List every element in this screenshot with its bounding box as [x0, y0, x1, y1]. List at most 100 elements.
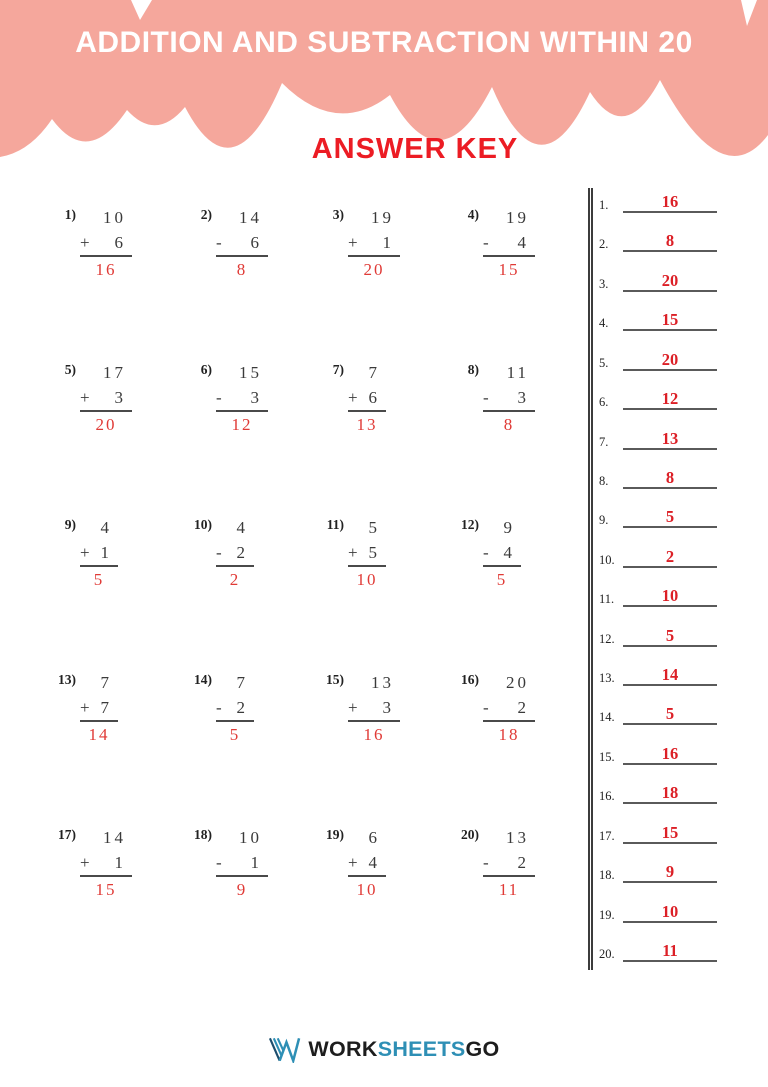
problem-work: 7 + 7 14 [80, 670, 118, 745]
answer-entry-number: 2. [599, 237, 609, 251]
problem-answer: 15 [95, 880, 117, 899]
problem-work: 19 - 4 15 [483, 205, 535, 280]
top-operand: 10 [239, 828, 262, 847]
operator-row: + 1 [348, 230, 400, 257]
problem-number: 5) [64, 362, 76, 377]
operator-sign: - [216, 853, 222, 872]
problem-answer: 13 [356, 415, 378, 434]
problem-item: 6) 15 - 3 12 [182, 360, 268, 435]
problem-answer: 14 [88, 725, 110, 744]
bottom-operand: 6 [250, 233, 262, 252]
problem-work: 11 - 3 8 [483, 360, 535, 435]
brand-work: WORK [308, 1036, 378, 1061]
answer-entry: 1. 16 [593, 187, 719, 213]
answer-entry-value: 5 [665, 626, 675, 645]
problem-number: 16) [461, 672, 479, 687]
answer-entry: 20. 11 [593, 936, 719, 962]
answer-blank-line: 5 [623, 697, 717, 725]
answer-blank-line: 15 [623, 303, 717, 331]
answer-entry-value: 16 [661, 744, 679, 763]
top-operand: 14 [239, 208, 262, 227]
problem-answer: 5 [496, 570, 508, 589]
problem-work: 10 - 1 9 [216, 825, 268, 900]
top-operand: 20 [506, 673, 529, 692]
problem-number: 8) [467, 362, 479, 377]
problem-number: 10) [194, 517, 212, 532]
problem-answer: 2 [229, 570, 241, 589]
answer-blank-line: 11 [623, 934, 717, 962]
answer-entry-number: 6. [599, 395, 609, 409]
problem-item: 12) 9 - 4 5 [449, 515, 521, 590]
answer-entry-value: 8 [665, 231, 675, 250]
answer-blank-line: 20 [623, 343, 717, 371]
answer-entry: 3. 20 [593, 266, 719, 292]
answer-blank-line: 16 [623, 185, 717, 213]
top-operand: 19 [371, 208, 394, 227]
operator-sign: - [483, 543, 489, 562]
answer-entry: 9. 5 [593, 502, 719, 528]
operator-row: + 5 [348, 540, 386, 567]
answer-blank-line: 16 [623, 737, 717, 765]
answer-entry-number: 4. [599, 316, 609, 330]
w-logo-icon [269, 1037, 301, 1063]
operator-row: - 1 [216, 850, 268, 877]
problem-number: 9) [64, 517, 76, 532]
bottom-operand: 3 [382, 698, 394, 717]
problem-item: 4) 19 - 4 15 [449, 205, 535, 280]
bottom-operand: 6 [368, 388, 380, 407]
answer-entry-number: 17. [599, 829, 615, 843]
problem-answer: 15 [498, 260, 520, 279]
problem-answer: 9 [236, 880, 248, 899]
answer-blank-line: 20 [623, 264, 717, 292]
answer-entry-value: 9 [665, 862, 675, 881]
top-operand: 7 [236, 673, 248, 692]
operator-row: - 2 [216, 695, 254, 722]
problem-number: 2) [200, 207, 212, 222]
problem-answer: 12 [231, 415, 253, 434]
answer-blank-line: 14 [623, 658, 717, 686]
answer-entry-number: 18. [599, 868, 615, 882]
answer-entry-value: 8 [665, 468, 675, 487]
answer-entry: 17. 15 [593, 818, 719, 844]
operator-sign: + [348, 543, 358, 562]
top-operand: 15 [239, 363, 262, 382]
problem-number: 14) [194, 672, 212, 687]
answer-entry: 11. 10 [593, 581, 719, 607]
bottom-operand: 5 [368, 543, 380, 562]
answer-entry: 18. 9 [593, 857, 719, 883]
problem-work: 7 + 6 13 [348, 360, 386, 435]
bottom-operand: 2 [517, 853, 529, 872]
problem-number: 6) [200, 362, 212, 377]
problem-work: 14 + 1 15 [80, 825, 132, 900]
problem-item: 2) 14 - 6 8 [182, 205, 268, 280]
operator-sign: - [483, 388, 489, 407]
answer-entry-number: 10. [599, 553, 615, 567]
answer-entry-number: 7. [599, 435, 609, 449]
problem-item: 10) 4 - 2 2 [182, 515, 254, 590]
answer-entry-number: 19. [599, 908, 615, 922]
operator-sign: + [348, 698, 358, 717]
answer-entry: 12. 5 [593, 621, 719, 647]
problem-number: 4) [467, 207, 479, 222]
operator-row: - 4 [483, 540, 521, 567]
operator-sign: - [216, 698, 222, 717]
operator-sign: + [348, 388, 358, 407]
answer-entry-number: 13. [599, 671, 615, 685]
answer-entry-value: 10 [661, 586, 679, 605]
problem-number: 20) [461, 827, 479, 842]
bottom-operand: 6 [114, 233, 126, 252]
problem-item: 3) 19 + 1 20 [314, 205, 400, 280]
answer-entry-number: 9. [599, 513, 609, 527]
answer-entry-number: 16. [599, 789, 615, 803]
problem-work: 13 - 2 11 [483, 825, 535, 900]
problem-work: 5 + 5 10 [348, 515, 386, 590]
bottom-operand: 1 [250, 853, 262, 872]
operator-row: + 1 [80, 850, 132, 877]
problem-answer: 16 [95, 260, 117, 279]
answer-blank-line: 8 [623, 461, 717, 489]
brand-name: WORKSHEETSGO [308, 1037, 499, 1062]
problem-number: 17) [58, 827, 76, 842]
answer-entry-value: 18 [661, 783, 679, 802]
problem-work: 13 + 3 16 [348, 670, 400, 745]
problem-work: 19 + 1 20 [348, 205, 400, 280]
